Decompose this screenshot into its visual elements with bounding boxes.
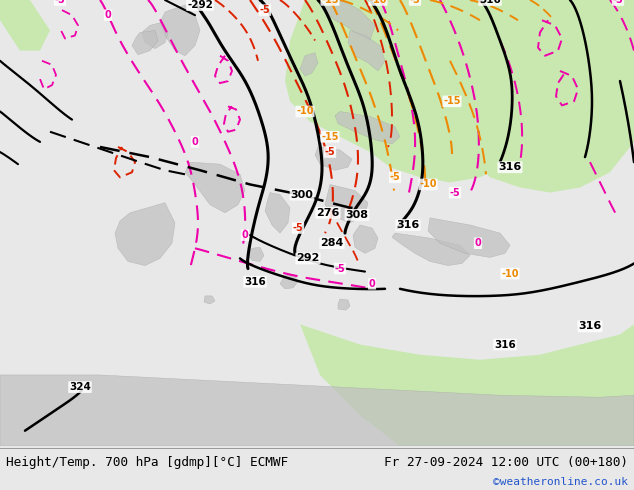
Polygon shape	[115, 203, 175, 266]
Polygon shape	[320, 0, 375, 41]
Text: 0: 0	[191, 137, 198, 147]
Polygon shape	[0, 375, 634, 446]
Text: 316: 316	[494, 340, 516, 349]
Text: 0: 0	[242, 230, 249, 240]
Text: -5: -5	[410, 0, 420, 5]
Text: -10: -10	[296, 106, 314, 117]
Text: 284: 284	[320, 238, 344, 248]
Text: 324: 324	[69, 382, 91, 392]
Text: -15: -15	[321, 0, 339, 5]
Polygon shape	[338, 299, 350, 310]
Text: -5: -5	[55, 0, 65, 5]
Text: -5: -5	[612, 0, 623, 5]
Text: 292: 292	[296, 253, 320, 264]
Polygon shape	[325, 184, 368, 223]
Text: ©weatheronline.co.uk: ©weatheronline.co.uk	[493, 477, 628, 487]
Text: -5: -5	[335, 264, 346, 273]
Polygon shape	[185, 162, 245, 213]
Polygon shape	[160, 5, 200, 56]
Polygon shape	[353, 225, 378, 253]
Text: 316: 316	[479, 0, 501, 5]
Text: 316: 316	[244, 277, 266, 287]
Polygon shape	[285, 0, 634, 182]
Polygon shape	[335, 112, 400, 144]
Polygon shape	[305, 0, 500, 137]
Polygon shape	[475, 0, 634, 193]
Polygon shape	[315, 147, 352, 170]
Polygon shape	[348, 30, 385, 71]
Text: -5: -5	[260, 5, 270, 15]
Polygon shape	[428, 218, 510, 257]
Text: -292: -292	[187, 0, 213, 10]
Text: -5: -5	[293, 223, 304, 233]
Polygon shape	[392, 233, 470, 266]
Text: -15: -15	[321, 132, 339, 142]
Text: -10: -10	[369, 0, 387, 5]
Polygon shape	[300, 324, 634, 446]
Polygon shape	[265, 193, 290, 233]
Text: 0: 0	[105, 10, 112, 20]
Text: -10: -10	[501, 269, 519, 279]
Text: 316: 316	[578, 321, 602, 331]
Text: -10: -10	[419, 179, 437, 190]
Text: 316: 316	[396, 220, 420, 230]
Text: -5: -5	[450, 188, 460, 197]
Polygon shape	[0, 0, 50, 50]
Polygon shape	[142, 22, 168, 49]
Polygon shape	[580, 0, 634, 61]
Text: -15: -15	[443, 97, 461, 106]
Text: 0: 0	[475, 238, 481, 248]
Text: 0: 0	[368, 279, 375, 289]
Text: Height/Temp. 700 hPa [gdmp][°C] ECMWF: Height/Temp. 700 hPa [gdmp][°C] ECMWF	[6, 456, 288, 469]
Text: 300: 300	[290, 190, 313, 199]
Text: 308: 308	[346, 210, 368, 220]
Polygon shape	[204, 296, 215, 304]
Text: Fr 27-09-2024 12:00 UTC (00+180): Fr 27-09-2024 12:00 UTC (00+180)	[384, 456, 628, 469]
Polygon shape	[132, 30, 158, 55]
Text: 316: 316	[498, 162, 522, 172]
Text: 276: 276	[316, 208, 340, 218]
Polygon shape	[280, 276, 298, 289]
Text: -5: -5	[390, 172, 401, 182]
Text: -5: -5	[325, 147, 335, 157]
Polygon shape	[248, 247, 264, 262]
Polygon shape	[300, 53, 318, 76]
